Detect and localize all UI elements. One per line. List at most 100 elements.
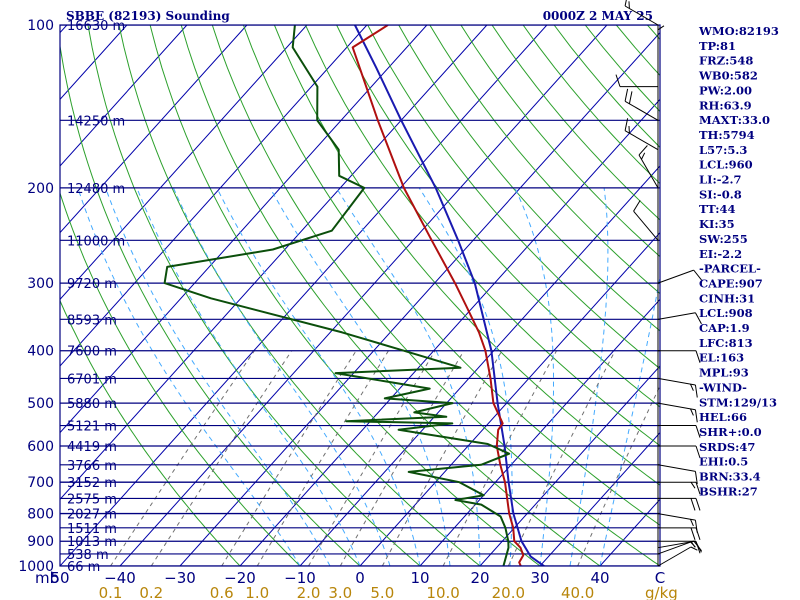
wind-barb-staff <box>657 540 694 555</box>
isotherm-line <box>60 25 368 367</box>
dry-adiabat-line <box>87 25 421 566</box>
moist-adiabat-line <box>172 187 391 566</box>
mixing-ratio-line <box>110 350 255 566</box>
pressure-tick-label: 400 <box>27 344 54 360</box>
isotherm-line <box>239 98 660 566</box>
wind-barb-feather <box>624 0 627 7</box>
height-label: 3766 m <box>67 459 117 474</box>
mixing-ratio-label: 2.0 <box>297 584 321 600</box>
dry-adiabat-line <box>149 25 541 566</box>
wind-barb-feather <box>695 350 701 363</box>
height-label: 6701 m <box>67 372 117 387</box>
index-line: RH:63.9 <box>699 98 752 112</box>
wind-barb <box>658 350 701 363</box>
index-line: LFC:813 <box>699 336 753 350</box>
temperature-tick-label: −10 <box>284 569 316 587</box>
mixing-ratio-label: 10.0 <box>426 584 459 600</box>
wind-barb-feather <box>695 541 701 554</box>
wind-barb <box>658 527 701 540</box>
wind-barb <box>657 464 698 484</box>
temperature-tick-label: −30 <box>164 569 196 587</box>
wind-barb-feather <box>615 74 621 87</box>
mixing-ratio-label: 5.0 <box>370 584 394 600</box>
isotherm-line <box>179 31 660 566</box>
mixing-ratio-label: 20.0 <box>492 584 525 600</box>
mixing-ratio-unit-label: g/kg <box>645 584 678 600</box>
height-label: 5880 m <box>67 397 117 412</box>
temperature-tick-label: 0 <box>355 569 365 587</box>
moist-adiabat-line <box>514 187 554 566</box>
index-line: HEL:66 <box>699 410 747 424</box>
mixing-ratio-line <box>339 350 465 566</box>
dry-adiabat-line <box>553 25 660 149</box>
index-line: -PARCEL- <box>699 262 761 276</box>
dewpoint-trace <box>163 25 511 566</box>
wind-barb-feather <box>690 498 696 511</box>
wind-barb-staff <box>633 210 659 241</box>
height-label: 9720 m <box>67 277 117 292</box>
wind-barb <box>624 118 659 151</box>
parcel-trace <box>354 25 546 566</box>
wind-barb-staff <box>657 464 696 472</box>
height-label: 14250 m <box>67 114 125 129</box>
wind-barb <box>658 425 701 438</box>
index-line: PW:2.00 <box>699 83 752 97</box>
temperature-tick-label: −40 <box>104 569 136 587</box>
temperature-tick-label: 30 <box>530 569 549 587</box>
dry-adiabat-line <box>118 25 481 566</box>
mixing-ratio-label: 1.0 <box>245 584 269 600</box>
wind-barb-staff <box>624 5 659 26</box>
wind-barb <box>657 25 665 68</box>
wind-barb <box>657 540 702 555</box>
wind-barb-feather <box>695 498 701 511</box>
height-label: 11000 m <box>67 234 125 249</box>
index-line: FRZ:548 <box>699 54 753 68</box>
wind-barb-feather <box>694 312 702 325</box>
wind-barb-staff <box>657 513 696 521</box>
wind-barb <box>624 88 659 121</box>
chart-title-station: SBBE (82193) Sounding <box>66 9 230 23</box>
plot-border <box>59 24 661 567</box>
wind-barb-staff <box>657 377 696 386</box>
index-line: TT:44 <box>699 202 736 216</box>
wind-barb-staff <box>657 312 696 320</box>
wind-barb-staff <box>657 269 694 284</box>
wind-barb <box>638 145 659 189</box>
isotherm-line <box>0 25 7 566</box>
mixing-ratio-label: 0.2 <box>139 584 163 600</box>
height-label: 538 m <box>67 548 109 563</box>
moist-adiabat-line <box>599 274 660 566</box>
pressure-tick-label: 900 <box>27 534 54 550</box>
index-line: CAPE:907 <box>699 276 763 290</box>
chart-frame <box>59 24 661 567</box>
wind-barb-feather <box>641 152 646 160</box>
wind-barb <box>658 540 701 554</box>
height-label: 3152 m <box>67 476 117 491</box>
wind-barbs <box>615 0 702 567</box>
index-line: MAXT:33.0 <box>699 113 770 127</box>
wind-barb-feather <box>624 118 629 131</box>
height-label: 4419 m <box>67 440 117 455</box>
wind-barb-feather <box>638 145 648 156</box>
wind-barb-feather <box>694 409 698 423</box>
temperature-tick-label: 50 <box>50 569 69 587</box>
wind-barb-feather <box>690 546 698 551</box>
wind-barb <box>657 269 702 284</box>
index-line: SI:-0.8 <box>699 187 742 201</box>
moist-adiabat-line <box>269 187 451 566</box>
pressure-tick-label: 100 <box>27 18 54 34</box>
isotherm-line <box>60 25 548 566</box>
index-line: LCL:960 <box>699 158 753 172</box>
height-label: 16630 m <box>67 19 125 34</box>
wind-barb-feather <box>693 269 702 281</box>
wind-barb <box>615 74 658 88</box>
height-label: 5121 m <box>67 420 117 435</box>
mixing-ratio-label: 40.0 <box>561 584 594 600</box>
wind-barb <box>658 497 701 511</box>
temperature-tick-label: −20 <box>224 569 256 587</box>
index-line: TH:5794 <box>699 128 755 142</box>
index-line: SW:255 <box>699 232 748 246</box>
isotherm-line <box>479 365 660 566</box>
wind-barb <box>657 312 702 325</box>
index-line: STM:129/13 <box>699 395 777 409</box>
